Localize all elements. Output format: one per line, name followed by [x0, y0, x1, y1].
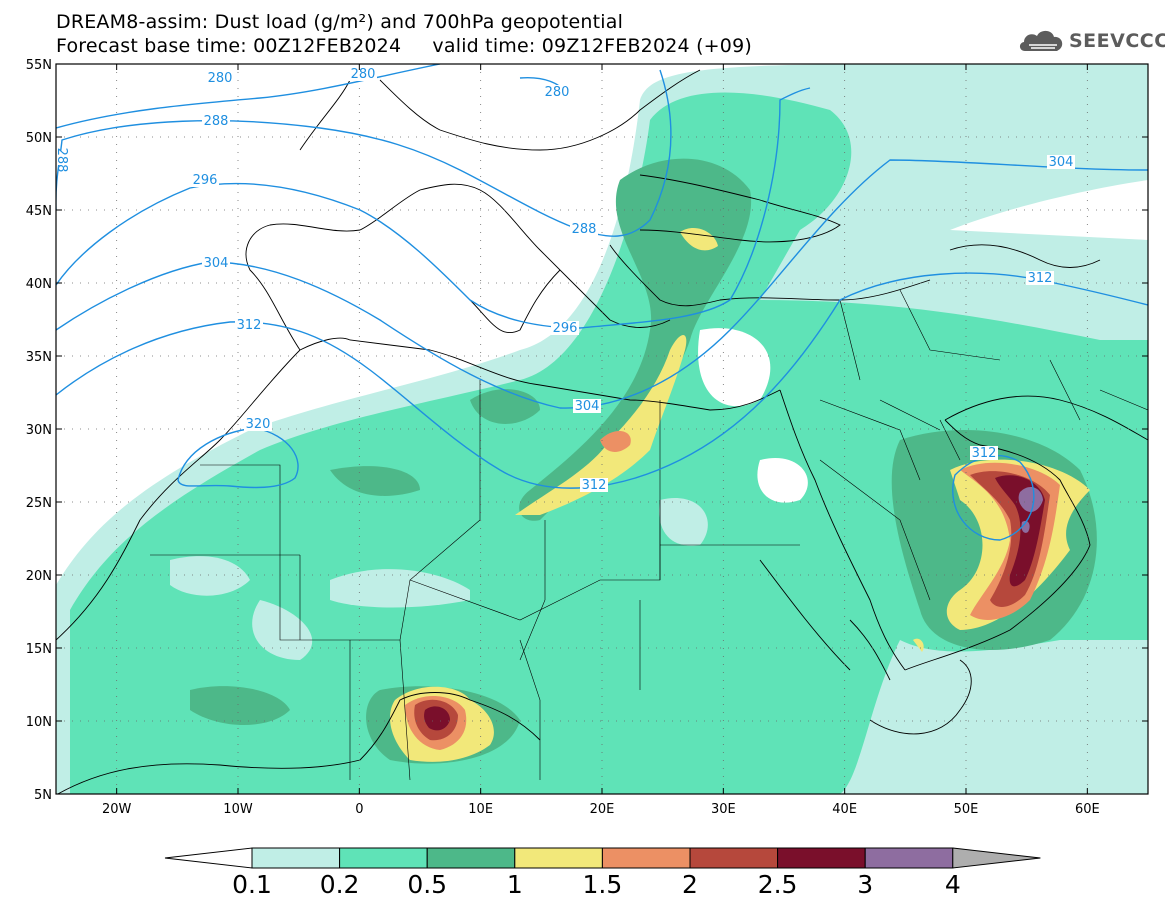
lat-tick-label: 20N: [26, 569, 52, 584]
lon-tick-label: 30E: [711, 802, 736, 817]
cloud-icon: [1019, 30, 1063, 51]
contour-label-bg: [543, 85, 571, 99]
contour-label-bg: [46, 151, 74, 165]
lat-tick-label: 5N: [34, 788, 52, 803]
colorbar-label: 0.5: [407, 870, 447, 899]
colorbar-label: 0.2: [320, 870, 360, 899]
contour-label: 296: [193, 173, 218, 188]
contour-label: 288: [54, 148, 69, 173]
contour-label: 304: [204, 256, 229, 271]
dust-level-3: [1018, 486, 1043, 533]
colorbar-swatch: [689, 847, 779, 869]
contour-label: 288: [572, 222, 597, 237]
contour-label: 312: [1028, 271, 1053, 286]
lat-tick-label: 30N: [26, 423, 52, 438]
lat-tick-label: 10N: [26, 715, 52, 730]
colorbar-swatch: [864, 847, 954, 869]
contour-label: 312: [237, 318, 262, 333]
contour-label-bg: [573, 399, 601, 413]
contour-label: 280: [545, 85, 570, 100]
contour-label-bg: [244, 417, 272, 431]
contour-label-bg: [970, 446, 998, 460]
contour-label-bg: [202, 256, 230, 270]
contour-label: 304: [1049, 155, 1074, 170]
lat-tick-label: 15N: [26, 642, 52, 657]
colorbar: 0.1 0.2 0.5 1 1.5 2 2.5 3 4: [164, 847, 1041, 899]
lon-tick-label: 10E: [468, 802, 493, 817]
contour-label: 312: [972, 446, 997, 461]
contour-labels: 280 280 280 288 288 288 296 296 304 304 304 312 312 3…: [46, 67, 1075, 493]
colorbar-swatch: [251, 847, 341, 869]
contour-label-bg: [349, 67, 377, 81]
colorbar-swatch: [777, 847, 866, 869]
lon-tick-label: 40E: [832, 802, 857, 817]
contour-label: 296: [553, 321, 578, 336]
colorbar-label: 2.5: [758, 870, 798, 899]
lon-tick-label: 20E: [590, 802, 615, 817]
lon-tick-label: 10W: [223, 802, 253, 817]
colorbar-label: 4: [945, 870, 961, 899]
colorbar-under-triangle: [164, 847, 253, 869]
colorbar-label: 1: [507, 870, 523, 899]
lon-tick-label: 20W: [102, 802, 132, 817]
colorbar-swatch: [339, 847, 428, 869]
lat-tick-label: 40N: [26, 277, 52, 292]
title-line-1: DREAM8-assim: Dust load (g/m²) and 700hP…: [56, 11, 624, 33]
contour-label-bg: [206, 71, 234, 85]
contour-label: 320: [246, 417, 271, 432]
dust-field: [56, 64, 1148, 794]
contour-label-bg: [551, 321, 579, 335]
colorbar-swatch: [426, 847, 516, 869]
seevccc-logo: SEEVCCC: [1017, 25, 1165, 57]
colorbar-swatch: [514, 847, 603, 869]
contour-label: 288: [204, 114, 229, 129]
colorbar-swatch: [601, 847, 691, 869]
gridlines: [56, 64, 1148, 794]
contour-label-bg: [580, 478, 608, 492]
borders: [150, 289, 1148, 781]
contour-label-bg: [570, 222, 598, 236]
lon-tick-label: 0: [355, 802, 363, 817]
contour-label: 280: [208, 71, 233, 86]
contour-label: 304: [575, 399, 600, 414]
colorbar-label: 2: [682, 870, 698, 899]
contour-280-a: [56, 64, 441, 129]
colorbar-label: 1.5: [583, 870, 623, 899]
contour-320: [177, 427, 299, 489]
contour-296: [56, 87, 811, 329]
colorbar-label: 3: [857, 870, 873, 899]
colorbar-over-triangle: [952, 847, 1041, 869]
lat-tick-label: 50N: [26, 131, 52, 146]
contour-288: [56, 69, 672, 237]
contour-label: 280: [351, 67, 376, 82]
contour-label-bg: [1026, 271, 1054, 285]
axis-ticks: 55N 50N 45N 40N 35N 30N 25N 20N 15N 10N 5N 20W 10W 0 1…: [26, 58, 1148, 817]
title-line-2: Forecast base time: 00Z12FEB2024 valid t…: [56, 35, 752, 57]
lon-tick-label: 50E: [954, 802, 979, 817]
contour-label-bg: [202, 114, 230, 128]
contour-label: 312: [582, 478, 607, 493]
lat-tick-label: 35N: [26, 350, 52, 365]
colorbar-label: 0.1: [232, 870, 272, 899]
contour-label-bg: [191, 173, 219, 187]
lat-tick-label: 55N: [26, 58, 52, 73]
lat-tick-label: 45N: [26, 204, 52, 219]
contour-label-bg: [1047, 155, 1075, 169]
lon-tick-label: 60E: [1075, 802, 1100, 817]
lat-tick-label: 25N: [26, 496, 52, 511]
contour-label-bg: [235, 318, 263, 332]
logo-text: SEEVCCC: [1069, 30, 1165, 52]
